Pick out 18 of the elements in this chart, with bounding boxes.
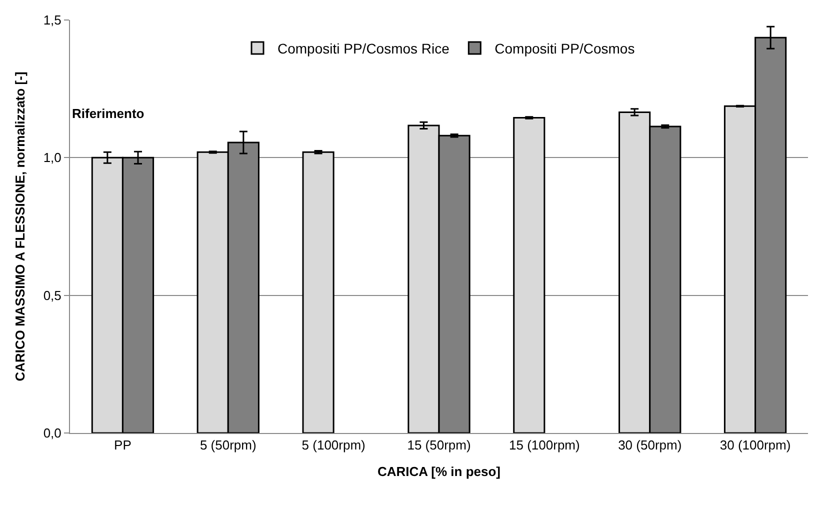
x-tick-label: 30 (50rpm) — [618, 438, 682, 453]
x-axis-title: CARICA [% in peso] — [377, 464, 501, 480]
x-tick-label: 15 (50rpm) — [407, 438, 471, 453]
x-tick-label: 5 (100rpm) — [302, 438, 366, 453]
y-tick-label: 1,5 — [43, 12, 62, 28]
y-axis-title: CARICO MASSIMO A FLESSIONE, normalizzato [-] — [12, 72, 28, 382]
legend-label: Compositi PP/Cosmos — [494, 40, 635, 56]
legend-label: Compositi PP/Cosmos Rice — [278, 40, 450, 56]
x-tick-label: PP — [114, 438, 132, 453]
y-tick-label: 0,0 — [43, 426, 62, 441]
x-tick-label: 15 (100rpm) — [509, 438, 580, 453]
bar — [302, 151, 334, 433]
annotation: Riferimento — [72, 106, 144, 121]
bar — [513, 116, 546, 433]
y-tick-label: 1,0 — [43, 150, 62, 166]
y-tick-label: 0,5 — [43, 288, 62, 303]
x-tick-label: 30 (100rpm) — [720, 438, 791, 453]
x-tick-label: 5 (50rpm) — [200, 438, 256, 453]
